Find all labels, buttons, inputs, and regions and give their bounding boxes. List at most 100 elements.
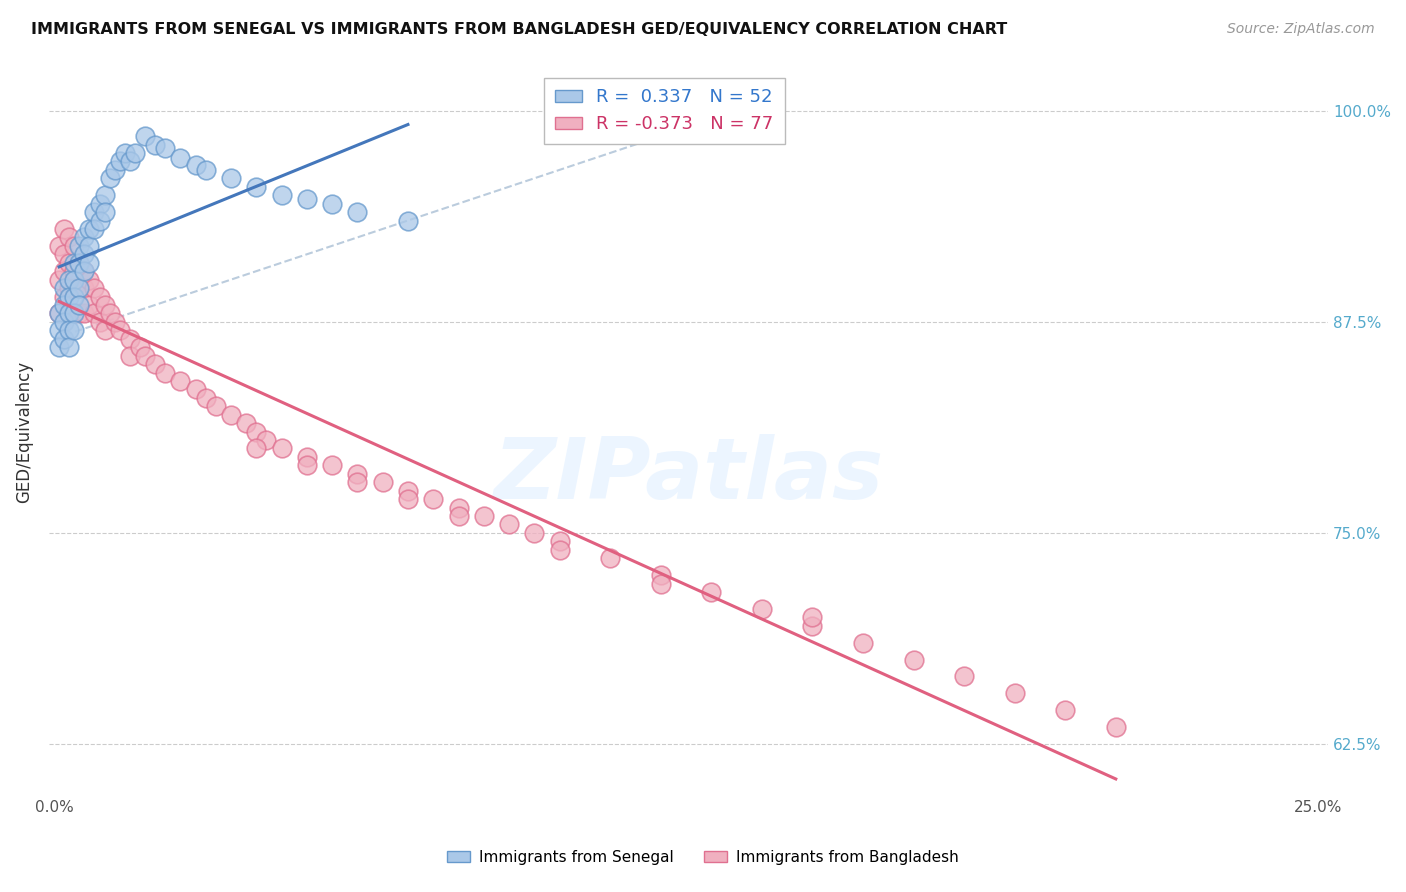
Point bbox=[700, 585, 723, 599]
Point bbox=[83, 205, 105, 219]
Point bbox=[254, 433, 277, 447]
Point bbox=[548, 542, 571, 557]
Point bbox=[371, 475, 394, 490]
Point bbox=[63, 281, 86, 295]
Point bbox=[48, 239, 70, 253]
Point bbox=[53, 298, 76, 312]
Text: ZIPatlas: ZIPatlas bbox=[494, 434, 884, 516]
Point bbox=[67, 281, 90, 295]
Point bbox=[67, 298, 90, 312]
Point bbox=[73, 264, 96, 278]
Point bbox=[219, 408, 242, 422]
Point bbox=[1105, 720, 1128, 734]
Point bbox=[89, 315, 111, 329]
Point bbox=[79, 239, 101, 253]
Point bbox=[134, 349, 156, 363]
Point bbox=[58, 281, 80, 295]
Point bbox=[93, 205, 115, 219]
Point bbox=[114, 145, 136, 160]
Point bbox=[599, 551, 621, 566]
Point bbox=[295, 450, 318, 464]
Point bbox=[89, 213, 111, 227]
Point bbox=[169, 151, 191, 165]
Point bbox=[104, 162, 127, 177]
Point bbox=[118, 154, 141, 169]
Point bbox=[53, 247, 76, 261]
Point bbox=[58, 306, 80, 320]
Point bbox=[93, 323, 115, 337]
Point bbox=[321, 458, 343, 473]
Point bbox=[204, 399, 226, 413]
Point bbox=[48, 272, 70, 286]
Point bbox=[396, 483, 419, 498]
Point bbox=[67, 256, 90, 270]
Point bbox=[270, 442, 292, 456]
Point bbox=[89, 196, 111, 211]
Point bbox=[447, 509, 470, 524]
Point bbox=[118, 332, 141, 346]
Point bbox=[83, 281, 105, 295]
Point bbox=[58, 230, 80, 244]
Point bbox=[79, 298, 101, 312]
Point bbox=[79, 222, 101, 236]
Point bbox=[184, 158, 207, 172]
Point bbox=[396, 213, 419, 227]
Point bbox=[801, 619, 824, 633]
Point bbox=[235, 416, 257, 430]
Point bbox=[98, 171, 121, 186]
Point bbox=[194, 162, 217, 177]
Point bbox=[83, 222, 105, 236]
Point bbox=[63, 306, 86, 320]
Point bbox=[63, 323, 86, 337]
Legend: Immigrants from Senegal, Immigrants from Bangladesh: Immigrants from Senegal, Immigrants from… bbox=[440, 844, 966, 871]
Point bbox=[58, 306, 80, 320]
Point bbox=[1054, 703, 1077, 717]
Legend: R =  0.337   N = 52, R = -0.373   N = 77: R = 0.337 N = 52, R = -0.373 N = 77 bbox=[544, 78, 785, 145]
Point bbox=[53, 315, 76, 329]
Point bbox=[650, 576, 672, 591]
Point bbox=[63, 264, 86, 278]
Point bbox=[63, 239, 86, 253]
Point bbox=[53, 264, 76, 278]
Point bbox=[67, 256, 90, 270]
Point bbox=[245, 179, 267, 194]
Point bbox=[155, 366, 177, 380]
Point bbox=[852, 636, 875, 650]
Point bbox=[73, 281, 96, 295]
Point bbox=[48, 306, 70, 320]
Point bbox=[73, 264, 96, 278]
Point bbox=[67, 281, 90, 295]
Point bbox=[93, 188, 115, 202]
Point bbox=[79, 256, 101, 270]
Point bbox=[73, 306, 96, 320]
Point bbox=[108, 323, 131, 337]
Point bbox=[58, 340, 80, 354]
Point bbox=[194, 391, 217, 405]
Point bbox=[245, 442, 267, 456]
Point bbox=[169, 374, 191, 388]
Point bbox=[396, 492, 419, 507]
Point bbox=[953, 669, 976, 683]
Point bbox=[53, 222, 76, 236]
Point bbox=[219, 171, 242, 186]
Point bbox=[751, 602, 773, 616]
Point bbox=[89, 289, 111, 303]
Point bbox=[48, 306, 70, 320]
Point bbox=[63, 306, 86, 320]
Point bbox=[83, 306, 105, 320]
Point bbox=[58, 272, 80, 286]
Point bbox=[155, 141, 177, 155]
Point bbox=[184, 383, 207, 397]
Point bbox=[134, 129, 156, 144]
Point bbox=[58, 323, 80, 337]
Point bbox=[295, 458, 318, 473]
Point bbox=[321, 196, 343, 211]
Point bbox=[903, 652, 925, 666]
Point bbox=[67, 239, 90, 253]
Point bbox=[124, 145, 146, 160]
Point bbox=[447, 500, 470, 515]
Point bbox=[58, 256, 80, 270]
Point bbox=[67, 306, 90, 320]
Point bbox=[63, 289, 86, 303]
Point bbox=[1004, 686, 1026, 700]
